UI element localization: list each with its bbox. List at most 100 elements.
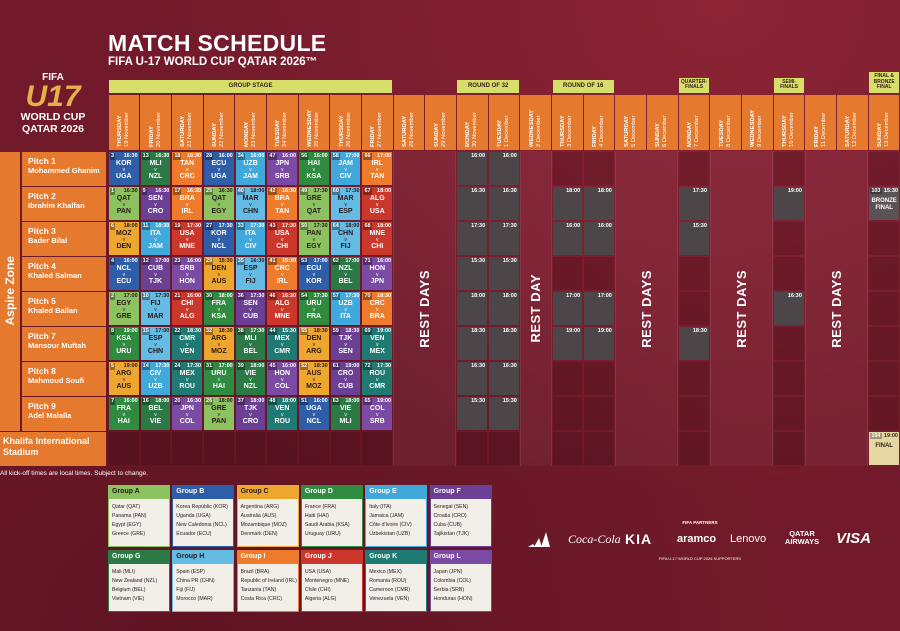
match-number: 67 — [363, 188, 372, 195]
match-number: 65 — [363, 398, 372, 405]
match-line: 66 17:00 — [362, 153, 392, 160]
group-box: Group B Korea Republic (KOR) Uganda (UGA) N… — [172, 485, 235, 547]
match-time: 15:30 — [883, 188, 898, 194]
ko-slot: 18:30 — [679, 327, 709, 360]
day-weekday: FRIDAY — [148, 125, 155, 147]
match-time: 16:00 — [186, 258, 202, 264]
match-line: 12 17:00 — [141, 258, 171, 265]
ko-slot: 17:30 — [679, 187, 709, 220]
match-number: 70 — [363, 293, 372, 300]
match-number: 34 — [236, 153, 245, 160]
day-date: 24 November — [282, 112, 289, 147]
match-number: 59 — [331, 328, 340, 335]
match-time: 16:30 — [186, 188, 202, 194]
team-home: ALG — [274, 299, 290, 307]
versus: v — [154, 411, 157, 418]
versus: v — [154, 341, 157, 348]
match-cell: 20 16:30 JPN v COL — [172, 397, 203, 430]
team-away: HON — [179, 278, 195, 285]
match-cell: 69 19:00 VEN v MEX — [362, 327, 393, 360]
match-cell: 35 16:30 ESP v FIJ — [235, 257, 266, 290]
group-team: Belgium (BEL) — [112, 587, 146, 593]
team-home: TJK — [338, 334, 353, 342]
phase-bar: ROUND OF 32 — [457, 80, 519, 93]
day-text: WEDNESDAY 2 December — [529, 98, 543, 147]
match-cell: 37 18:00 TJK v CRO — [235, 397, 266, 430]
group-name: Group I — [237, 551, 298, 564]
group-team: Tajikistan (TJK) — [433, 531, 469, 537]
match-time: 16:00 — [250, 153, 265, 159]
day-header: SATURDAY 5 December — [615, 95, 647, 150]
match-line: 34 16:00 — [236, 153, 266, 160]
pitch-name: Pitch 9 — [28, 400, 56, 411]
group-team: Egypt (EGY) — [112, 522, 142, 528]
match-number: 37 — [236, 398, 245, 405]
match-time: 17:00 — [155, 258, 170, 264]
team-away: FRA — [306, 313, 322, 320]
team-away: FIJ — [245, 278, 256, 285]
versus: v — [185, 411, 189, 418]
day-text: WEDNESDAY 9 December — [750, 98, 764, 147]
team-home: MEX — [179, 369, 195, 377]
group-teams: Italy (ITA) Jamaica (JAM) Côte d'Ivoire (C… — [366, 499, 426, 539]
match-time: 17:30 — [377, 363, 392, 369]
match-line: 42 16:30 — [267, 188, 297, 195]
versus: v — [280, 166, 284, 173]
match-number: 66 — [363, 153, 372, 160]
phase-bar: QUARTER-FINALS — [679, 77, 709, 93]
group-name: Group L — [430, 551, 491, 564]
match-line: 23 16:00 — [172, 258, 202, 265]
day-text: SATURDAY 5 December — [624, 98, 638, 147]
match-time: 15:30 — [692, 223, 707, 229]
match-cell: 56 16:00 HAI v KSA — [299, 152, 329, 185]
group-team: Mexico (MEX) — [369, 569, 402, 575]
match-cell: 43 17:30 USA v CHI — [267, 222, 298, 255]
match-line: 19 17:30 — [172, 223, 202, 230]
versus: v — [217, 376, 221, 383]
versus: v — [122, 341, 126, 348]
match-cell: 51 16:00 UGA v NCL — [299, 397, 329, 430]
versus: v — [249, 306, 252, 313]
day-header: THURSDAY 10 December — [773, 95, 805, 150]
team-away: TAN — [275, 208, 290, 215]
rest-box: REST DAY — [520, 151, 552, 466]
versus: v — [344, 411, 347, 418]
match-line: 20 16:30 — [172, 398, 202, 405]
group-name: Group A — [109, 486, 169, 499]
partner-logo: Coca-Cola — [568, 532, 621, 546]
rest-column — [804, 151, 869, 466]
versus: v — [344, 306, 347, 313]
match-cell: 58 17:00 JAM v CIV — [330, 152, 361, 185]
day-date: 30 November — [472, 112, 479, 147]
empty-slot — [584, 152, 614, 185]
group-team: Qatar (QAT) — [112, 504, 141, 510]
team-away: ECU — [116, 278, 132, 285]
day-date: 3 December — [567, 115, 574, 147]
ko-slot: 16:00 — [552, 222, 583, 255]
match-line: 6 18:00 — [109, 223, 139, 230]
versus: v — [185, 341, 189, 348]
match-cell: 12 17:00 CUB v TJK — [140, 257, 171, 290]
team-away: ESP — [338, 208, 353, 215]
group-teams: Korea Republic (KOR) Uganda (UGA) New Cale… — [173, 499, 233, 539]
match-time: 15:30 — [471, 258, 486, 264]
match-time: 17:30 — [345, 188, 360, 194]
versus: v — [280, 411, 284, 418]
day-text: TUESDAY 24 November — [275, 98, 289, 147]
rest-box: REST DAYS — [615, 151, 678, 466]
pitch-label: Pitch 1 Mohammed Ghanim — [22, 151, 106, 186]
logo-line2: QATAR 2026 — [21, 123, 85, 135]
group-name: Group D — [301, 486, 362, 499]
match-time: 17:30 — [155, 363, 170, 369]
group-name: Group J — [301, 551, 362, 564]
team-home: ECU — [306, 264, 322, 272]
versus: v — [312, 306, 316, 313]
final-cell: 104 19:00 FINAL — [869, 432, 899, 465]
match-time: 17:30 — [186, 223, 202, 229]
match-number: 23 — [173, 258, 182, 265]
ko-slot: 17:30 — [457, 222, 488, 255]
match-line: 7 16:00 — [109, 398, 139, 405]
match-cell: 24 17:30 MEX v ROU — [172, 362, 203, 395]
match-number: 51 — [300, 398, 309, 405]
group-box: Group L Japan (JPN) Colombia (COL) Serbia (… — [429, 550, 492, 612]
